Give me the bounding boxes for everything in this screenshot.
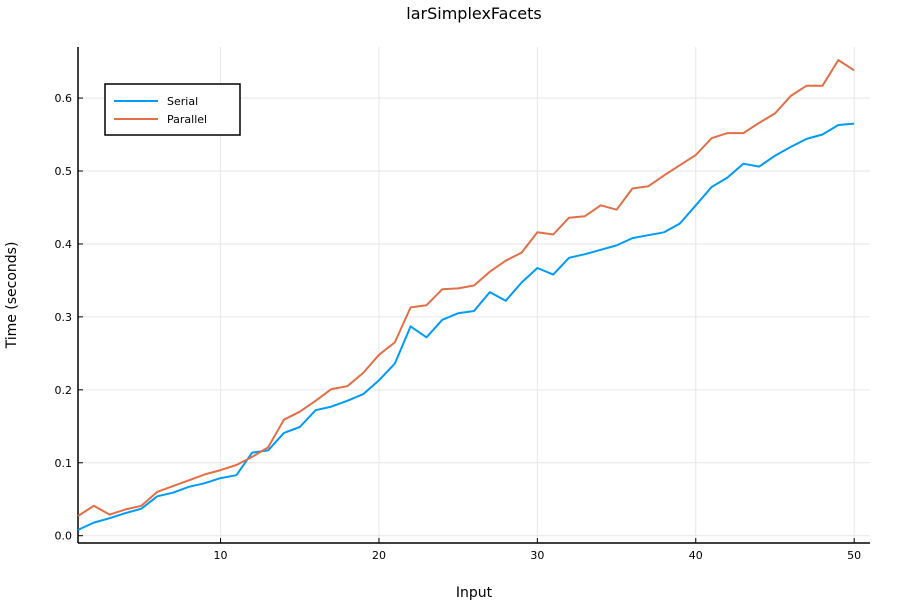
y-tick-label: 0.0: [55, 530, 73, 543]
y-tick-label: 0.2: [55, 384, 73, 397]
x-tick-label: 20: [372, 549, 386, 562]
legend-box: [104, 83, 241, 136]
legend-label-parallel: Parallel: [167, 113, 207, 126]
y-tick-label: 0.6: [55, 92, 73, 105]
x-axis-title: Input: [456, 585, 493, 600]
x-tick-label: 50: [847, 549, 861, 562]
chart-title: larSimplexFacets: [406, 4, 541, 23]
x-tick-label: 10: [214, 549, 228, 562]
y-tick-label: 0.5: [55, 165, 73, 178]
y-axis-title: Time (seconds): [4, 242, 20, 350]
y-tick-label: 0.3: [55, 311, 73, 324]
x-tick-label: 40: [689, 549, 703, 562]
y-tick-label: 0.1: [55, 457, 73, 470]
series-line-serial: [77, 122, 855, 531]
axes: [77, 47, 870, 544]
tick-labels: 10 20 30 40 50 0.0 0.1 0.2 0.3 0.4 0.5 0.6: [55, 92, 862, 562]
y-tick-label: 0.4: [55, 238, 73, 251]
grid: [78, 47, 870, 543]
legend: Serial Parallel: [104, 83, 241, 136]
x-tick-label: 30: [530, 549, 544, 562]
series-lines: [77, 59, 855, 531]
series-line-parallel: [77, 59, 855, 517]
legend-label-serial: Serial: [167, 95, 198, 108]
